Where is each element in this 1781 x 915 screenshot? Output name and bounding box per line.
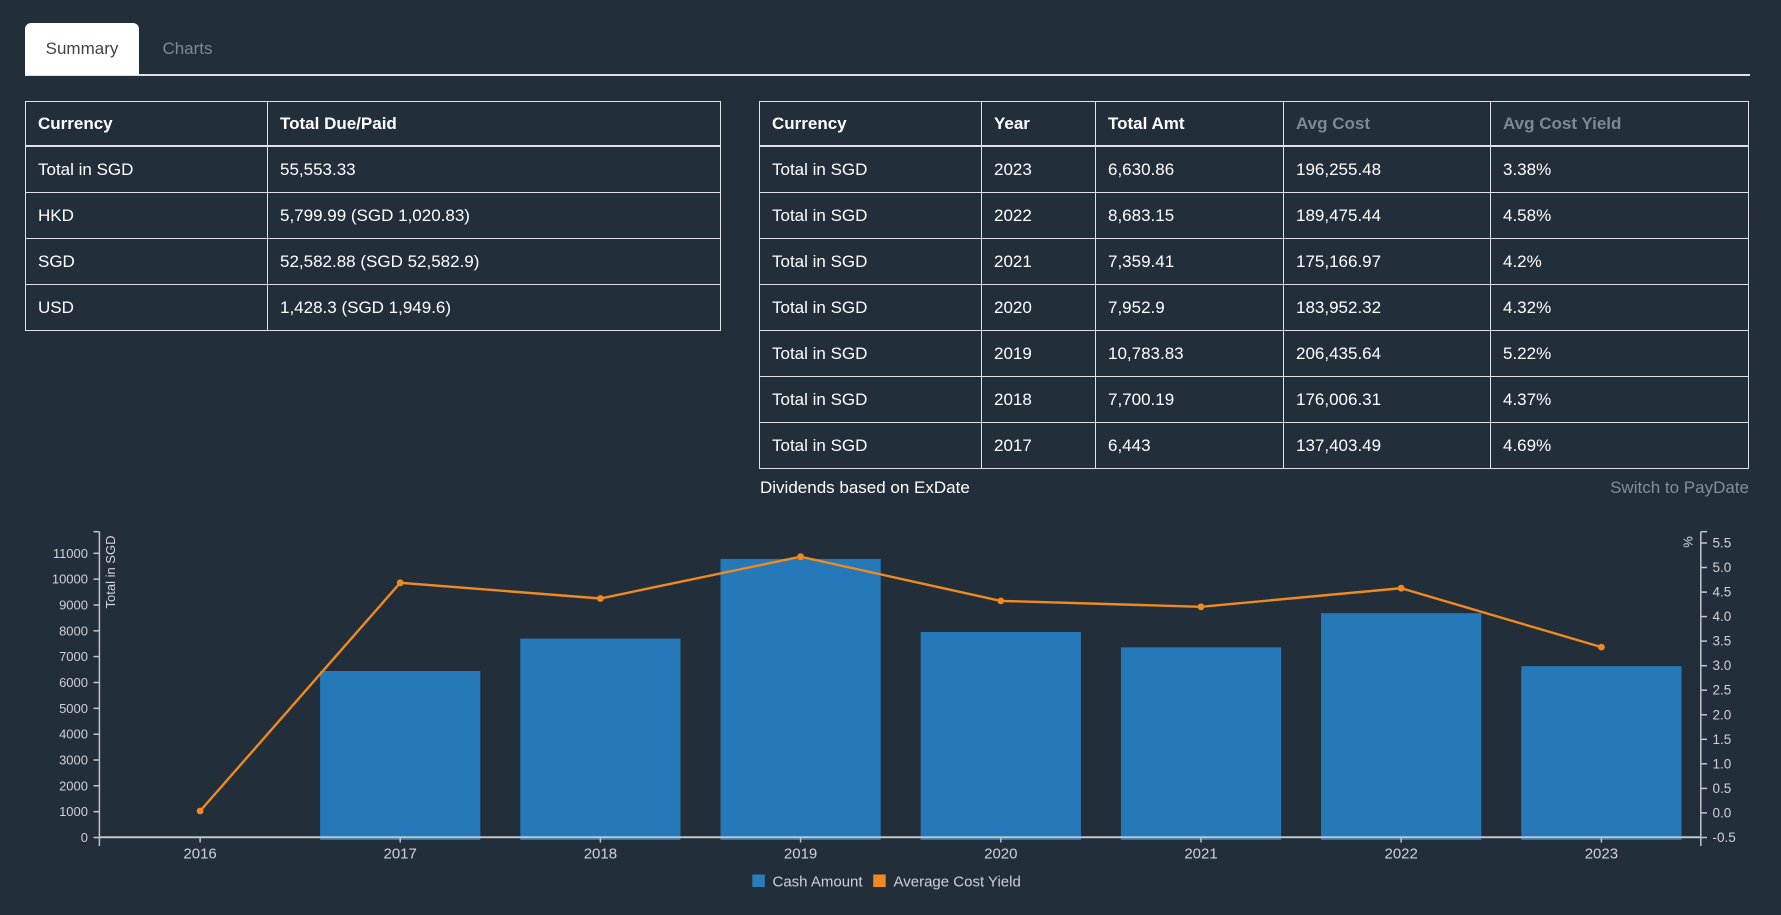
svg-text:Total in SGD: Total in SGD (103, 536, 118, 609)
svg-text:2023: 2023 (1585, 846, 1618, 863)
svg-text:2020: 2020 (984, 846, 1017, 863)
svg-text:2.0: 2.0 (1713, 707, 1732, 722)
svg-text:Average Cost Yield: Average Cost Yield (894, 874, 1021, 891)
svg-text:9000: 9000 (59, 598, 88, 613)
svg-text:4000: 4000 (59, 727, 88, 742)
svg-text:1000: 1000 (59, 804, 88, 819)
svg-text:6000: 6000 (59, 675, 88, 690)
svg-text:2000: 2000 (59, 778, 88, 793)
svg-text:0: 0 (81, 830, 88, 845)
svg-text:2022: 2022 (1385, 846, 1418, 863)
svg-text:5000: 5000 (59, 701, 88, 716)
svg-text:2.5: 2.5 (1713, 683, 1732, 698)
svg-text:Cash Amount: Cash Amount (773, 874, 864, 891)
svg-text:%: % (1681, 536, 1696, 548)
svg-text:1.0: 1.0 (1713, 756, 1732, 771)
svg-text:1.5: 1.5 (1713, 732, 1732, 747)
svg-text:5.0: 5.0 (1713, 560, 1732, 575)
svg-text:4.0: 4.0 (1713, 609, 1732, 624)
svg-text:2019: 2019 (784, 846, 817, 863)
svg-text:2018: 2018 (584, 846, 617, 863)
svg-text:7000: 7000 (59, 649, 88, 664)
svg-text:-0.5: -0.5 (1713, 830, 1736, 845)
svg-text:2021: 2021 (1184, 846, 1217, 863)
svg-text:3000: 3000 (59, 753, 88, 768)
svg-text:0.0: 0.0 (1713, 805, 1732, 820)
svg-text:4.5: 4.5 (1713, 585, 1732, 600)
svg-text:2016: 2016 (183, 846, 216, 863)
svg-text:2017: 2017 (384, 846, 417, 863)
svg-text:11000: 11000 (53, 546, 88, 561)
svg-text:8000: 8000 (59, 623, 88, 638)
svg-text:0.5: 0.5 (1713, 781, 1732, 796)
svg-text:3.5: 3.5 (1713, 634, 1732, 649)
svg-text:3.0: 3.0 (1713, 658, 1732, 673)
svg-text:5.5: 5.5 (1713, 536, 1732, 551)
svg-text:10000: 10000 (52, 572, 88, 587)
